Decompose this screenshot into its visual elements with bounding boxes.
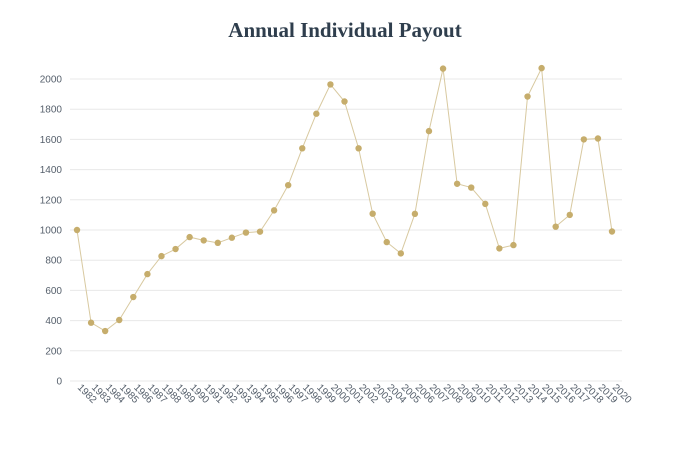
- data-point: [594, 135, 602, 142]
- y-tick-label: 400: [45, 316, 62, 327]
- data-point: [87, 319, 95, 326]
- data-point: [284, 181, 292, 189]
- data-point: [313, 110, 320, 117]
- data-point: [369, 210, 376, 217]
- data-point: [144, 270, 151, 278]
- y-tick-label: 0: [56, 377, 62, 388]
- chart-title: Annual Individual Payout: [228, 18, 462, 42]
- data-point: [73, 226, 81, 234]
- x-axis-ticks: 1982198319841985198619871988198919901991…: [75, 382, 634, 406]
- data-point: [256, 228, 264, 235]
- data-point: [580, 136, 588, 143]
- data-points: [73, 64, 616, 335]
- data-point: [242, 229, 250, 236]
- y-tick-label: 2000: [40, 75, 63, 86]
- data-point: [383, 238, 390, 246]
- y-tick-label: 800: [45, 256, 62, 267]
- data-point: [270, 207, 278, 214]
- grid-lines: [70, 78, 622, 382]
- data-point: [496, 245, 503, 252]
- y-tick-label: 1200: [40, 195, 63, 206]
- data-point: [214, 239, 221, 247]
- data-point: [468, 184, 475, 191]
- y-tick-label: 1800: [40, 105, 63, 116]
- data-point: [200, 237, 207, 244]
- data-point: [228, 234, 236, 241]
- data-point: [101, 327, 109, 335]
- data-point: [327, 81, 334, 88]
- y-tick-label: 200: [45, 346, 62, 357]
- data-point: [116, 316, 123, 324]
- data-point: [186, 233, 193, 241]
- data-point: [341, 98, 348, 105]
- data-point: [538, 64, 545, 72]
- data-point: [439, 65, 447, 72]
- y-axis-ticks: 0 200 400 600 800 1000 1200 1400 1600 1800 2000: [40, 75, 63, 388]
- data-point: [482, 200, 489, 208]
- data-point: [299, 145, 306, 152]
- y-tick-label: 1600: [40, 135, 63, 146]
- data-point: [453, 180, 461, 187]
- data-point: [397, 250, 405, 257]
- data-point: [355, 145, 362, 152]
- data-point: [524, 93, 531, 100]
- y-tick-label: 1000: [40, 226, 63, 237]
- data-point: [172, 245, 179, 253]
- data-point: [552, 223, 559, 230]
- data-point: [411, 210, 419, 218]
- data-point: [566, 211, 573, 219]
- data-point: [608, 228, 616, 235]
- data-point: [510, 241, 517, 249]
- y-tick-label: 1400: [40, 165, 63, 176]
- data-point: [130, 293, 137, 301]
- data-point: [158, 252, 165, 260]
- data-point: [425, 127, 433, 135]
- y-tick-label: 600: [45, 286, 62, 297]
